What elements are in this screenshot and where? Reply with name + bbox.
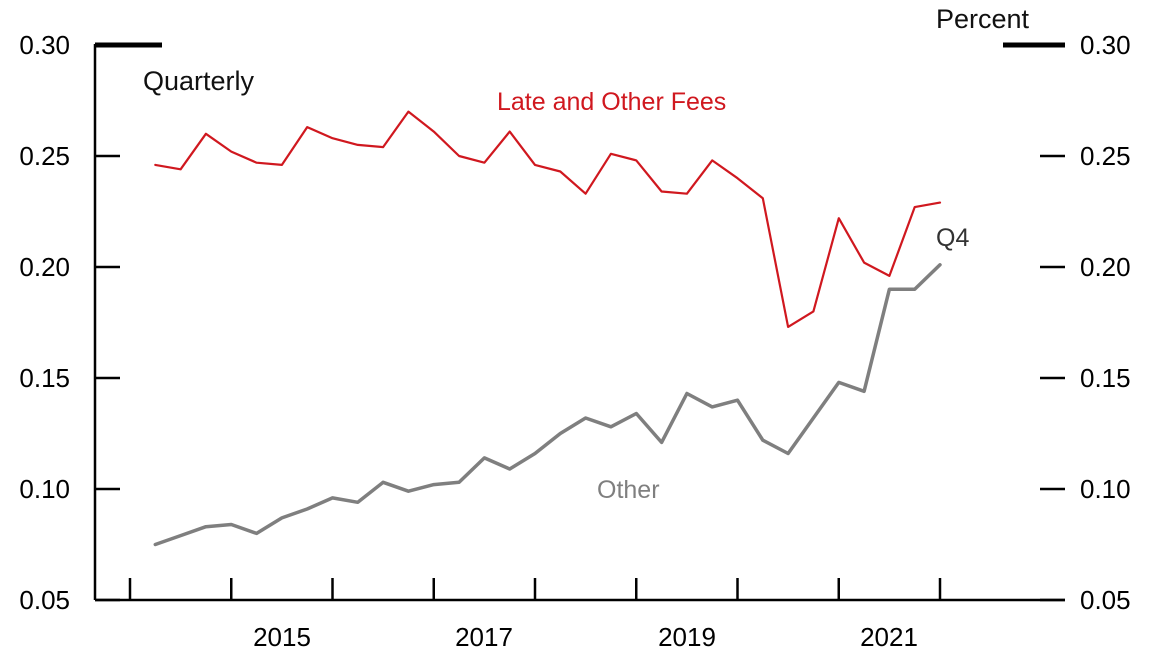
series-label-other: Other [597, 476, 660, 504]
series-line-late-and-other-fees [154, 110, 942, 328]
y-axis-label-right-020: 0.20 [1080, 252, 1131, 282]
x-axis-label-2017: 2017 [455, 622, 513, 652]
y-axis-label-right-030: 0.30 [1080, 30, 1131, 60]
unit-label: Percent [936, 4, 1030, 34]
series-line-other [153, 263, 942, 547]
y-axis-label-left-005: 0.05 [19, 585, 70, 615]
y-axis-label-right-025: 0.25 [1080, 141, 1131, 171]
y-axis-label-right-010: 0.10 [1080, 474, 1131, 504]
y-axis-label-left-010: 0.10 [19, 474, 70, 504]
y-axis-label-right-005: 0.05 [1080, 585, 1131, 615]
series-label-late-and-other-fees: Late and Other Fees [497, 88, 727, 116]
end-point-label-q4: Q4 [936, 224, 970, 252]
x-axis-label-2019: 2019 [658, 622, 716, 652]
y-axis-label-right-015: 0.15 [1080, 363, 1131, 393]
y-axis-label-left-030: 0.30 [19, 30, 70, 60]
x-axis-label-2021: 2021 [860, 622, 918, 652]
y-axis-label-left-025: 0.25 [19, 141, 70, 171]
y-axis-label-left-015: 0.15 [19, 363, 70, 393]
y-axis-label-left-020: 0.20 [19, 252, 70, 282]
frequency-label: Quarterly [143, 66, 255, 96]
x-axis-label-2015: 2015 [253, 622, 311, 652]
